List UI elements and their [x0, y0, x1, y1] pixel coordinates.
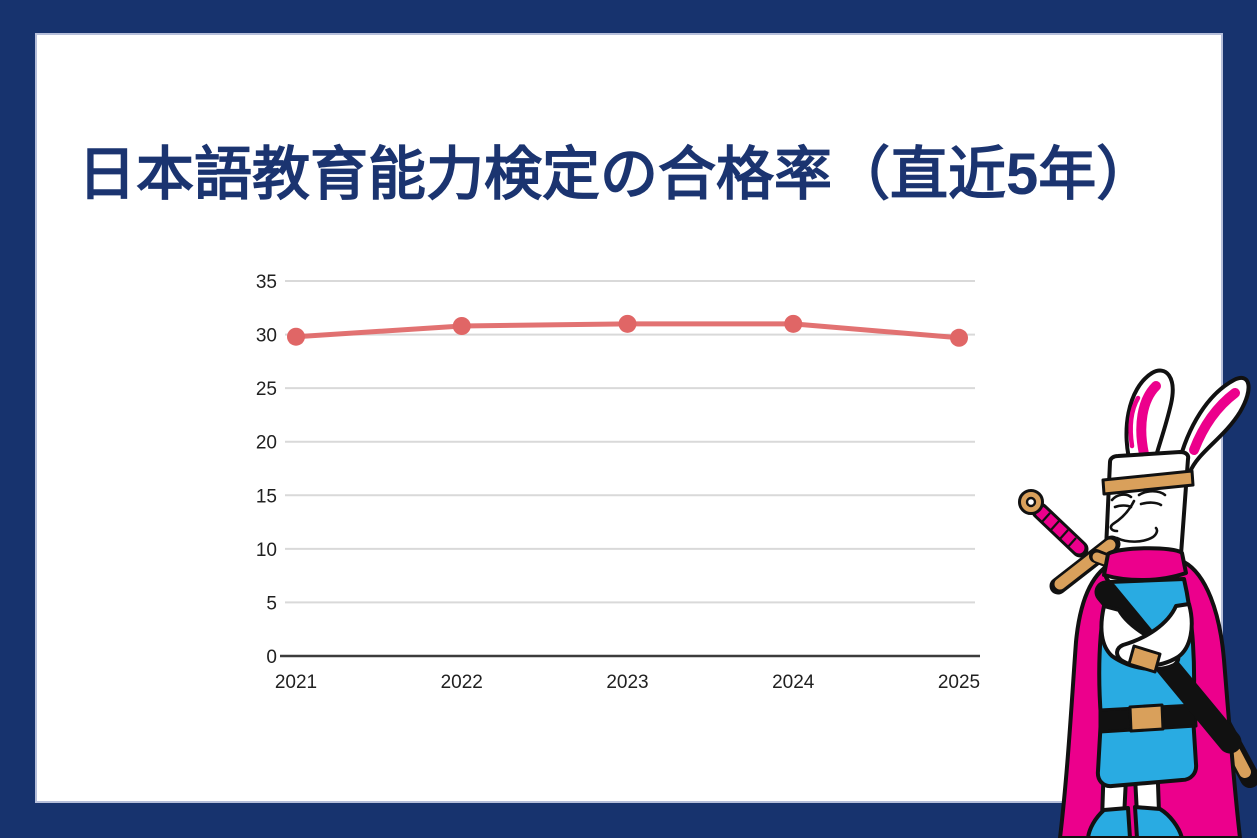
- x-tick-label: 2024: [772, 672, 815, 693]
- y-tick-label: 30: [256, 326, 277, 347]
- sash-buckle: [1127, 644, 1162, 674]
- cape-collar: [1102, 546, 1188, 582]
- y-tick-label: 0: [266, 647, 277, 668]
- rabbit-ear-right-icon: [1176, 376, 1251, 474]
- x-tick-label: 2023: [606, 672, 648, 693]
- crossed-arms: [1099, 602, 1194, 674]
- x-tick-label: 2022: [441, 672, 483, 693]
- page-title: 日本語教育能力検定の合格率（直近5年）: [78, 141, 1155, 207]
- y-tick-label: 20: [256, 433, 277, 454]
- data-point: [452, 317, 471, 335]
- data-point: [950, 328, 968, 347]
- y-tick-label: 35: [256, 272, 277, 293]
- y-tick-label: 15: [256, 486, 277, 507]
- boot-left: [1086, 806, 1132, 838]
- rabbit-ear-left-icon: [1124, 368, 1175, 474]
- sword-icon: [1018, 489, 1135, 595]
- data-point: [784, 314, 803, 333]
- data-point: [287, 327, 305, 346]
- y-tick-label: 10: [256, 540, 277, 561]
- x-tick-label: 2025: [938, 672, 980, 693]
- hat-band: [1101, 469, 1195, 496]
- x-tick-label: 2021: [275, 672, 317, 693]
- belt: [1098, 703, 1198, 734]
- data-point: [618, 314, 637, 333]
- content-card: [35, 33, 1223, 803]
- mascot-character: [1018, 368, 1257, 838]
- y-tick-label: 5: [266, 593, 277, 614]
- y-tick-label: 25: [256, 379, 277, 400]
- belt-buckle: [1128, 703, 1165, 733]
